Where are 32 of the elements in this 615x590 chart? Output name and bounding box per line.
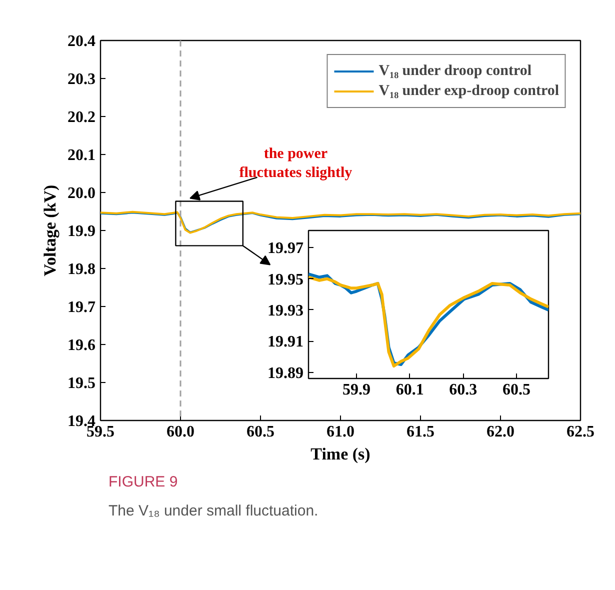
- y-tick-label: 19.93: [268, 302, 304, 320]
- x-tick-label: 60.5: [246, 424, 274, 440]
- x-tick-label: 62.0: [486, 424, 514, 440]
- x-tick-label: 59.9: [342, 382, 370, 398]
- y-tick-label: 19.7: [68, 299, 96, 316]
- x-tick-label: 60.0: [166, 424, 194, 440]
- x-tick-label: 60.5: [502, 382, 530, 398]
- x-tick-label: 60.1: [396, 382, 424, 398]
- y-tick-label: 19.97: [268, 240, 304, 258]
- legend-label: V₁₈ under exp-droop control: [378, 82, 559, 100]
- y-tick-label: 20.0: [68, 185, 96, 202]
- y-tick-label: 19.95: [268, 271, 304, 288]
- y-tick-label: 20.2: [68, 109, 96, 126]
- y-tick-label: 19.6: [68, 337, 96, 354]
- y-tick-label: 19.8: [68, 261, 96, 278]
- annotation: the power fluctuates slightly: [239, 146, 353, 182]
- x-axis-title: Time (s): [310, 444, 370, 464]
- y-tick-label: 20.4: [68, 33, 96, 50]
- legend-label: V₁₈ under droop control: [378, 62, 532, 80]
- y-axis-title: Voltage (kV): [40, 184, 60, 276]
- text: The V₁₈ under small fluctuation.: [108, 502, 318, 520]
- y-tick-label: 19.89: [268, 364, 304, 382]
- caption: FIGURE 9: [108, 474, 178, 490]
- y-tick-label: 19.9: [68, 223, 96, 240]
- x-tick-label: 60.3: [449, 382, 478, 398]
- y-tick-label: 19.91: [268, 334, 304, 351]
- y-tick-label: 19.5: [68, 375, 96, 392]
- y-tick-label: 20.1: [68, 147, 96, 164]
- x-tick-label: 62.5: [566, 424, 594, 440]
- y-tick-label: 20.3: [68, 71, 96, 88]
- x-tick-label: 61.5: [406, 424, 434, 440]
- x-tick-label: 61.0: [326, 424, 354, 440]
